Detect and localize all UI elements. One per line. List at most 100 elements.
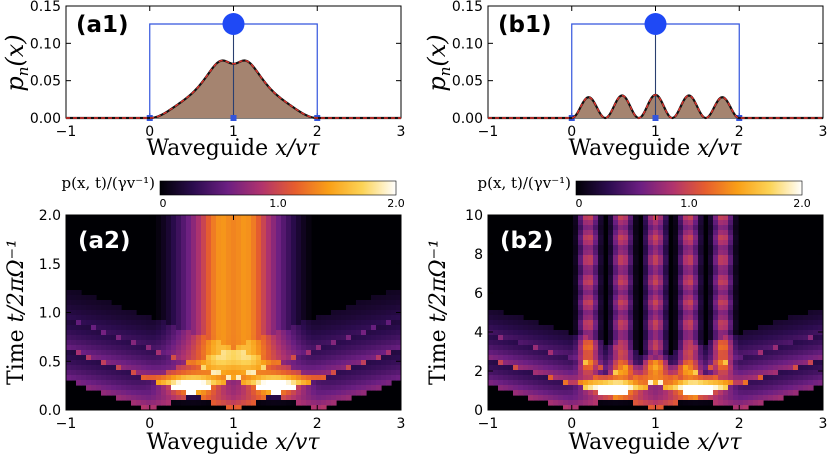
a2-heat-cell [386,380,392,386]
b2-heat-cell [568,375,574,381]
b2-heat-cell [623,340,629,346]
a2-heat-cell [121,330,127,336]
a2-heat-cell [191,335,197,341]
a2-heat-cell [176,335,182,341]
b2-heat-cell [718,340,724,346]
b2-heat-cell [598,330,604,336]
b2-heat-cell [578,255,584,261]
a2-heat-cell [301,305,307,311]
a2-heat-cell [186,350,192,356]
a2-heat-cell [391,295,397,301]
b1-x-axis-label: Waveguide x/vτ [568,136,742,161]
a2-heat-cell [246,320,252,326]
a2-heat-cell [381,350,387,356]
b2-heat-cell [698,265,704,271]
b2-heat-cell [523,390,529,396]
a2-heat-cell [231,320,237,326]
a2-heat-cell [266,250,272,256]
a2-heat-cell [176,365,182,371]
a2-heat-cell [141,350,147,356]
b2-heat-cell [798,355,804,361]
a2-heat-cell [231,295,237,301]
b2-heat-cell [698,235,704,241]
a2-heat-cell [166,255,172,261]
b2-heat-cell [708,330,714,336]
b2-heat-cell [588,390,594,396]
b2-heat-cell [508,370,514,376]
a2-heat-cell [171,285,177,291]
b2-heat-cell [618,385,624,391]
a2-heat-cell [311,370,317,376]
a2-heat-cell [381,355,387,361]
b2-heat-cell [708,215,714,221]
a2-heat-cell [286,380,292,386]
b2-heat-cell [743,335,749,341]
b2-heat-cell [588,265,594,271]
a2-heat-cell [396,335,401,341]
a2-heat-cell [251,220,257,226]
a2-heat-cell [261,260,267,266]
a2-heat-cell [216,335,222,341]
b2-heat-cell [713,330,719,336]
a2-heat-cell [211,340,217,346]
a2-heat-cell [356,355,362,361]
b2-heat-cell [633,240,639,246]
a2-heat-cell [141,390,147,396]
b2-heat-cell [603,400,609,406]
b2-heat-cell [668,360,674,366]
b2-heat-cell [658,225,664,231]
b2-heat-cell [528,325,534,331]
a2-heat-cell [161,380,167,386]
a2-heat-cell [321,325,327,331]
a2-heat-cell [231,250,237,256]
b2-heat-cell [733,270,739,276]
b2-heat-cell [728,375,734,381]
a2-heat-cell [231,230,237,236]
b2-heat-cell [583,300,589,306]
b2-heat-cell [538,355,544,361]
a2-heat-cell [396,290,401,296]
a2-heat-cell [171,235,177,241]
a2-heat-cell [216,390,222,396]
a2-heat-cell [346,375,352,381]
b2-heat-cell [708,270,714,276]
a2-heat-cell [106,325,112,331]
b2-heat-cell [688,225,694,231]
a2-heat-cell [371,350,377,356]
a2-heat-cell [346,315,352,321]
a2-heat-cell [106,310,112,316]
a2-heat-cell [326,400,332,406]
a2-heat-cell [146,375,152,381]
b2-heat-cell [818,315,823,321]
b2-heat-cell [628,230,634,236]
b2-heat-cell [643,310,649,316]
a2-heat-cell [296,370,302,376]
b2-heat-cell [663,280,669,286]
b1-xlabel-word: Waveguide [568,136,697,161]
a2-heat-cell [306,275,312,281]
a2-heat-cell [361,300,367,306]
a2-heat-cell [111,320,117,326]
b2-heat-cell [583,390,589,396]
b2-heat-cell [708,385,714,391]
a2-heat-cell [136,335,142,341]
b2-heat-cell [618,215,624,221]
b2-heat-cell [598,295,604,301]
a2-heat-cell [141,405,147,410]
a2-heat-cell [241,325,247,331]
a2-heat-cell [261,275,267,281]
b2-heat-cell [493,340,499,346]
b2-heat-cell [543,340,549,346]
a2-heat-cell [251,325,257,331]
a2-heat-cell [151,325,157,331]
a2-heat-cell [166,375,172,381]
b2-heat-cell [593,325,599,331]
a2-heat-cell [161,315,167,321]
b2-heat-cell [553,400,559,406]
b2-heat-cell [688,380,694,386]
b2-heat-cell [678,260,684,266]
b2-heat-cell [763,360,769,366]
a2-heat-cell [256,400,262,406]
b2-heat-cell [578,320,584,326]
b2-heat-cell [543,335,549,341]
